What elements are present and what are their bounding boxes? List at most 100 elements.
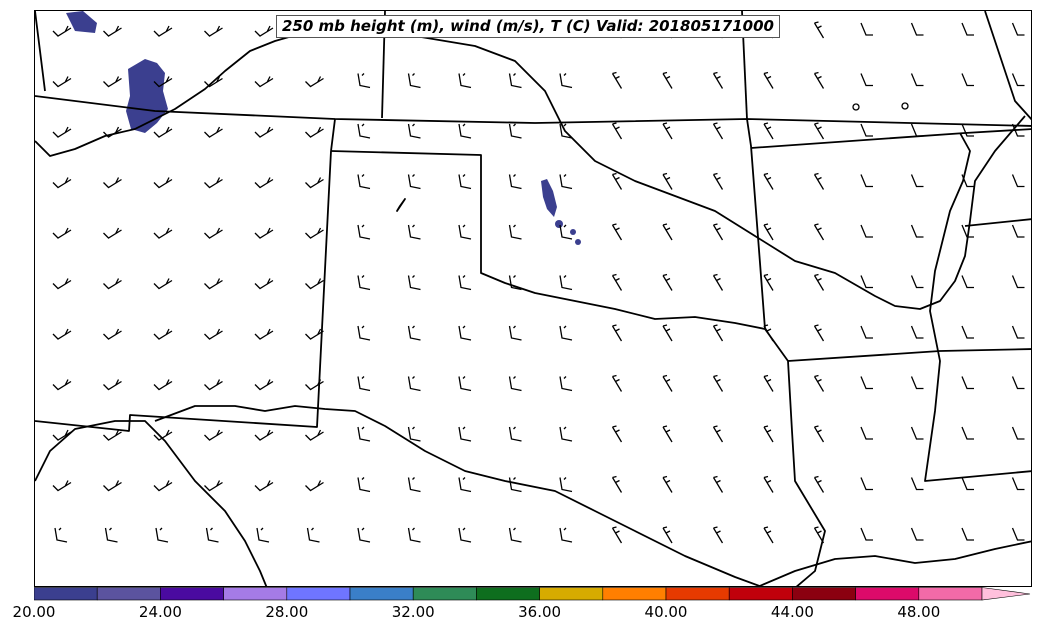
colorbar-tick-label: 40.00 [644, 603, 688, 621]
wind-barb [611, 273, 623, 291]
wind-barb [508, 275, 522, 291]
wind-barb [357, 376, 371, 392]
wind-barb [712, 71, 724, 89]
wind-barb [712, 475, 724, 493]
wind-barb [813, 223, 825, 241]
wind-barb [813, 122, 825, 140]
wind-barb [458, 477, 472, 493]
wind-barb [204, 328, 223, 340]
wind-barb [910, 123, 924, 137]
wind-barb [52, 480, 72, 492]
wind-barb [103, 328, 122, 340]
wind-barb [763, 223, 774, 241]
wind-barb [1011, 325, 1025, 339]
wind-barb [860, 224, 873, 238]
wind-barb [407, 123, 421, 139]
wind-barb [305, 126, 324, 138]
wind-barb [458, 426, 472, 442]
wind-barb [611, 475, 623, 493]
wind-barb [662, 475, 673, 493]
wind-barb [153, 328, 173, 340]
wind-barb [52, 126, 72, 138]
wind-barb [1011, 426, 1025, 440]
colorbar-segment [286, 587, 351, 601]
wind-barb [407, 426, 421, 442]
wind-barb [813, 273, 825, 291]
wind-barb [153, 227, 173, 239]
wind-barb [458, 73, 472, 89]
wind-barb [961, 527, 974, 541]
colorbar-segment [34, 587, 98, 601]
wind-barb [611, 71, 623, 89]
wind-barb [52, 278, 72, 290]
colorbar-tick-label: 48.00 [897, 603, 941, 621]
wind-barb [961, 275, 974, 289]
wind-barb [357, 224, 371, 240]
wind-barb [910, 527, 924, 541]
wind-barb [813, 71, 825, 89]
wind-barb [559, 426, 573, 442]
wind-barb [910, 477, 924, 491]
colorbar-tick-label: 20.00 [12, 603, 56, 621]
wind-barb [910, 325, 924, 339]
wind-barb [611, 324, 623, 342]
wind-barb [407, 477, 421, 493]
wind-barb [662, 374, 673, 392]
wind-barb [910, 174, 924, 188]
wind-barb [559, 275, 573, 291]
map-title: 250 mb height (m), wind (m/s), T (C) Val… [276, 15, 780, 38]
wind-barb [559, 224, 573, 240]
wind-barb [305, 328, 324, 340]
wind-barb [52, 379, 72, 391]
wind-barb [357, 174, 371, 190]
wind-barb [458, 376, 472, 392]
temperature-patch [541, 179, 557, 217]
wind-barb [204, 379, 223, 391]
wind-barb [813, 374, 825, 392]
wind-barb [559, 527, 573, 543]
wind-barb [407, 376, 421, 392]
wind-barb [1011, 477, 1025, 491]
wind-barb [305, 76, 324, 88]
wind-barb [508, 527, 522, 543]
wind-barb [103, 480, 122, 492]
colorbar-segment [539, 587, 604, 601]
wind-barb [155, 527, 169, 543]
wind-barb [357, 325, 371, 341]
wind-barb [763, 324, 774, 342]
temperature-patch [570, 229, 576, 235]
wind-barb [860, 376, 873, 390]
wind-barb [1011, 224, 1025, 238]
wind-barb [860, 477, 873, 491]
wind-barb [1011, 527, 1025, 541]
river [984, 11, 1031, 121]
wind-barb [860, 22, 873, 36]
wind-barb [763, 374, 774, 392]
wind-barb [458, 275, 472, 291]
wind-barb [153, 278, 173, 290]
wind-barb [763, 172, 774, 190]
wind-barb [910, 426, 924, 440]
wind-barb [559, 73, 573, 89]
wind-barb [306, 527, 320, 543]
colorbar-tick-label: 28.00 [265, 603, 309, 621]
wind-barb [458, 123, 472, 139]
wind-barb [712, 122, 724, 140]
river [35, 420, 268, 586]
colorbar-segment [792, 587, 856, 601]
wind-barb [1011, 275, 1025, 289]
wind-barb [205, 527, 219, 543]
wind-barb [103, 76, 122, 88]
wind-barb [204, 126, 223, 138]
wind-barb [1011, 123, 1025, 137]
wind-barb [559, 174, 573, 190]
wind-barb [54, 527, 68, 543]
state-border [750, 128, 1031, 149]
wind-barb [662, 71, 673, 89]
wind-barb [103, 227, 122, 239]
temperature-patch [575, 239, 581, 245]
wind-barb [254, 480, 274, 492]
wind-barb [910, 22, 924, 36]
wind-barb [961, 22, 974, 36]
wind-barb [204, 76, 223, 88]
